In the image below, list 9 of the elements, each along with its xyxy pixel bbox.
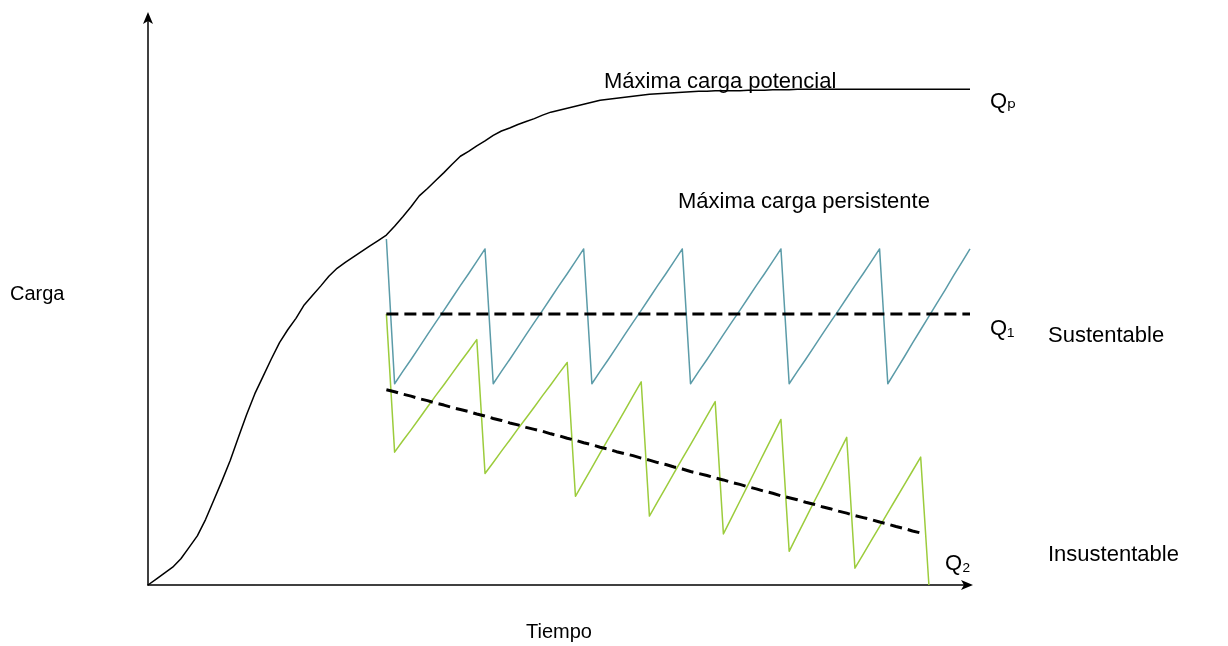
annotation: Q₂ (945, 549, 971, 575)
text: Qₚ (990, 87, 1017, 113)
text: Q₁ (990, 314, 1015, 340)
annotation: Máxima carga persistente (678, 187, 930, 213)
text: Sustentable (1048, 321, 1165, 347)
x-axis-title: Tiempo (526, 620, 592, 642)
annotation: Máxima carga potencial (604, 67, 837, 93)
y-axis-title: Carga (10, 282, 66, 304)
text: Insustentable (1048, 540, 1179, 566)
